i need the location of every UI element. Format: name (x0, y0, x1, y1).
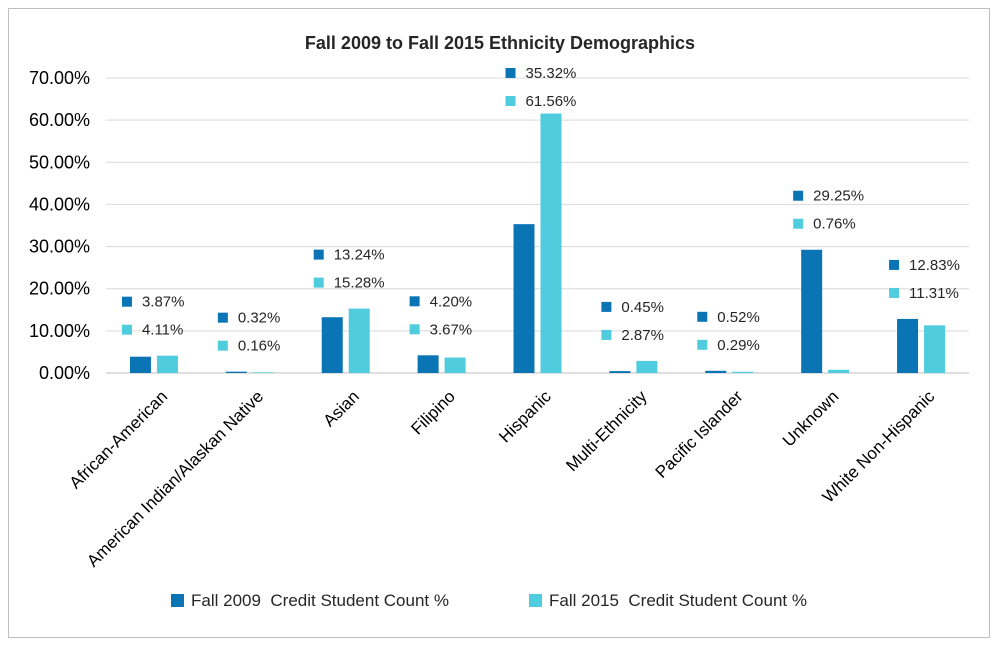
y-tick-label: 70.00% (29, 68, 90, 88)
legend-swatch (171, 594, 184, 607)
bar-fall-2015 (732, 371, 754, 373)
x-category-label: Filipino (407, 387, 459, 439)
data-label: 0.16% (238, 338, 281, 355)
data-label-marker (409, 324, 420, 335)
data-label: 4.11% (142, 322, 183, 339)
data-label: 35.32% (526, 65, 577, 82)
data-label-marker (505, 68, 516, 78)
x-category-label: Pacific Islander (652, 387, 747, 482)
data-label: 3.87% (142, 294, 185, 311)
data-label: 12.83% (909, 257, 960, 274)
legend-label: Fall 2015 Credit Student Count % (549, 591, 807, 610)
data-label-marker (217, 340, 228, 351)
bar-fall-2015 (444, 357, 466, 373)
data-label-marker (217, 312, 228, 323)
data-label: 61.56% (526, 93, 577, 110)
y-tick-label: 60.00% (29, 110, 90, 130)
data-label: 4.20% (430, 293, 473, 310)
legend-swatch (529, 594, 542, 607)
data-label-marker (409, 296, 420, 307)
bar-fall-2015 (252, 372, 274, 373)
bar-fall-2009 (129, 356, 151, 373)
y-tick-label: 40.00% (29, 194, 90, 214)
bar-fall-2015 (156, 355, 178, 373)
chart-frame: Fall 2009 to Fall 2015 Ethnicity Demogra… (8, 8, 990, 638)
data-label-marker (697, 339, 708, 350)
data-label: 0.29% (717, 337, 760, 354)
data-label-marker (697, 311, 708, 322)
y-tick-label: 30.00% (29, 237, 90, 257)
data-label-marker (505, 96, 516, 106)
data-label: 15.28% (334, 275, 385, 292)
data-label: 3.67% (430, 321, 473, 338)
y-axis-tick-labels: 0.00% 10.00% 20.00% 30.00% 40.00% 50.00% 60.00… (29, 68, 90, 383)
x-category-label: Unknown (779, 387, 843, 451)
data-labels: 3.87% 4.11% 0.32% 0.16% 13.24% 15.28% 4.20% 3.6… (121, 65, 960, 355)
chart-title: Fall 2009 to Fall 2015 Ethnicity Demogra… (305, 33, 695, 53)
bar-fall-2009 (801, 249, 823, 373)
bar-fall-2009 (609, 371, 631, 373)
bar-fall-2009 (705, 370, 727, 373)
y-tick-label: 0.00% (39, 363, 90, 383)
data-label: 0.76% (813, 216, 856, 233)
legend: Fall 2009 Credit Student Count % Fall 201… (171, 591, 807, 610)
data-label-marker (793, 190, 804, 201)
x-category-label: Multi-Ethnicity (562, 387, 651, 476)
bar-fall-2009 (897, 318, 919, 373)
data-label-marker (889, 287, 900, 298)
data-label: 29.25% (813, 188, 864, 205)
bar-fall-2009 (417, 355, 439, 373)
data-label: 11.31% (909, 285, 959, 302)
data-label: 2.87% (621, 327, 664, 344)
data-label: 0.32% (238, 310, 281, 327)
bar-fall-2015 (828, 369, 850, 373)
data-label-marker (121, 296, 132, 307)
data-label-marker (313, 249, 324, 260)
data-label: 0.52% (717, 309, 760, 326)
bars (129, 113, 946, 373)
data-label-marker (601, 329, 612, 340)
y-tick-label: 50.00% (29, 152, 90, 172)
x-category-label: African-American (66, 387, 172, 493)
data-label: 0.45% (621, 299, 664, 316)
bar-fall-2015 (924, 325, 946, 373)
bar-fall-2015 (348, 308, 370, 373)
bar-fall-2009 (225, 371, 247, 373)
legend-label: Fall 2009 Credit Student Count % (191, 591, 449, 610)
x-category-label: Hispanic (495, 387, 555, 447)
bar-fall-2009 (321, 317, 343, 373)
data-label-marker (793, 218, 804, 229)
bar-fall-2015 (636, 360, 658, 373)
y-tick-label: 10.00% (29, 321, 90, 341)
bar-fall-2015 (540, 113, 562, 373)
data-label: 13.24% (334, 247, 385, 264)
data-label-marker (889, 259, 900, 270)
data-label-marker (313, 277, 324, 288)
bar-fall-2009 (513, 224, 535, 373)
gridlines (106, 77, 969, 374)
y-tick-label: 20.00% (29, 279, 90, 299)
bar-chart: Fall 2009 to Fall 2015 Ethnicity Demogra… (29, 33, 969, 610)
x-category-label: Asian (320, 387, 364, 431)
x-category-label: American Indian/Alaskan Native (83, 387, 267, 571)
data-label-marker (121, 324, 132, 335)
data-label-marker (601, 301, 612, 312)
